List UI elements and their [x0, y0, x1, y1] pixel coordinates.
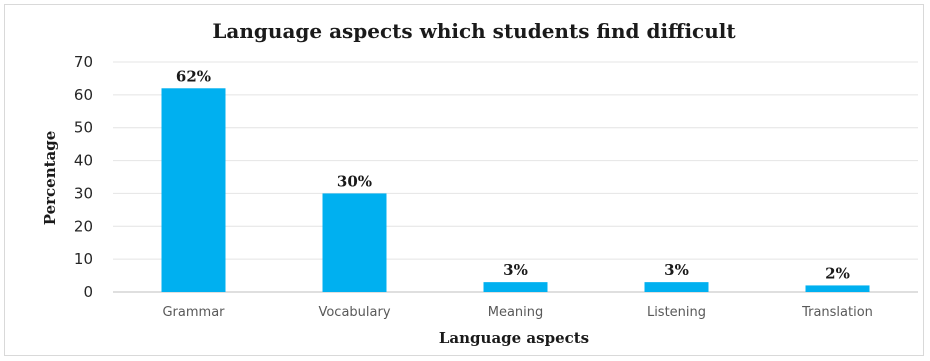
x-axis-categories: Grammar Vocabulary Meaning Listening Transla…	[162, 305, 872, 320]
y-tick-label: 50	[74, 119, 93, 137]
category-label-translation: Translation	[801, 305, 873, 320]
chart-frame	[4, 4, 924, 356]
category-label-vocabulary: Vocabulary	[318, 305, 390, 320]
gridlines	[113, 61, 918, 293]
data-label-grammar: 62%	[176, 67, 211, 85]
data-label-meaning: 3%	[503, 261, 528, 279]
category-label-meaning: Meaning	[488, 305, 544, 320]
category-label-listening: Listening	[647, 305, 706, 320]
data-label-vocabulary: 30%	[337, 172, 372, 190]
bar-meaning	[483, 282, 548, 292]
category-label-grammar: Grammar	[162, 305, 225, 320]
bar-listening	[644, 282, 709, 292]
y-axis-ticks: 0 10 20 30 40 50 60 70	[74, 53, 93, 301]
y-tick-label: 0	[83, 283, 93, 301]
data-label-listening: 3%	[664, 261, 689, 279]
chart-title: Language aspects which students find dif…	[212, 19, 736, 43]
x-axis-title: Language aspects	[439, 329, 589, 347]
y-tick-label: 60	[74, 86, 93, 104]
bar-vocabulary	[322, 193, 387, 292]
data-labels: 62% 30% 3% 3% 2%	[176, 67, 850, 282]
bar-translation	[805, 285, 870, 292]
y-tick-label: 10	[74, 250, 93, 268]
bar-grammar	[161, 88, 226, 293]
y-tick-label: 20	[74, 217, 93, 235]
y-axis-title: Percentage	[41, 131, 59, 226]
y-tick-label: 30	[74, 184, 93, 202]
y-tick-label: 40	[74, 152, 93, 170]
data-label-translation: 2%	[825, 264, 850, 282]
bars	[161, 88, 870, 293]
y-tick-label: 70	[74, 53, 93, 71]
